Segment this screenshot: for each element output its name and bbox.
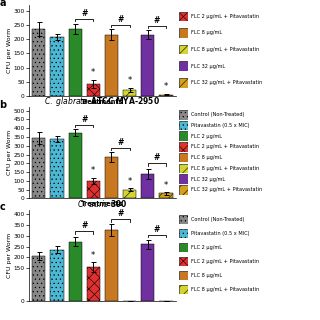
Text: FLC 32 μg/mL: FLC 32 μg/mL (191, 64, 225, 69)
Text: #: # (154, 153, 160, 163)
Text: FLC 8 μg/mL + Pitavastatin: FLC 8 μg/mL + Pitavastatin (191, 47, 259, 52)
Bar (32, 138, 45, 198)
Text: #: # (154, 225, 160, 234)
Title: $\it{C.\ auris}$ 390: $\it{C.\ auris}$ 390 (77, 198, 128, 209)
Text: #: # (117, 210, 124, 219)
Text: FLC 2 μg/mL: FLC 2 μg/mL (191, 134, 222, 139)
Text: #: # (81, 9, 87, 18)
Text: #: # (154, 16, 160, 25)
Bar (68, 132, 82, 198)
Text: FLC 2 μg/mL + Pitavastatin: FLC 2 μg/mL + Pitavastatin (191, 14, 259, 19)
X-axis label: Treatments: Treatments (81, 201, 124, 207)
Text: *: * (91, 251, 95, 260)
Text: *: * (164, 181, 168, 190)
Bar (123, 90, 136, 96)
Text: #: # (117, 138, 124, 147)
Bar (141, 35, 154, 96)
Text: FLC 8 μg/mL + Pitavastatin: FLC 8 μg/mL + Pitavastatin (191, 287, 259, 292)
Bar (51, 37, 63, 96)
Bar (159, 194, 172, 198)
Bar (105, 157, 118, 198)
Text: Control (Non-Treated): Control (Non-Treated) (191, 217, 244, 222)
Text: FLC 2 μg/mL + Pitavastatin: FLC 2 μg/mL + Pitavastatin (191, 144, 259, 149)
Y-axis label: CFU per Worm: CFU per Worm (7, 233, 12, 278)
Bar (105, 230, 118, 301)
Text: *: * (128, 76, 132, 85)
Bar (87, 181, 100, 198)
Bar (51, 250, 63, 301)
Text: FLC 2 μg/mL: FLC 2 μg/mL (191, 245, 222, 250)
Bar (87, 267, 100, 301)
X-axis label: Treatments: Treatments (81, 99, 124, 105)
Y-axis label: CFU per Worm: CFU per Worm (7, 28, 12, 73)
Bar (68, 242, 82, 301)
Text: FLC 8 μg/mL: FLC 8 μg/mL (191, 30, 222, 36)
Bar (32, 29, 45, 96)
Text: FLC 8 μg/mL: FLC 8 μg/mL (191, 273, 222, 278)
Text: #: # (117, 15, 124, 24)
Bar (141, 174, 154, 198)
Text: *: * (128, 177, 132, 186)
Text: FLC 32 μg/mL + Pitavastatin: FLC 32 μg/mL + Pitavastatin (191, 187, 262, 192)
Text: Control (Non-Treated): Control (Non-Treated) (191, 112, 244, 117)
Y-axis label: CFU per Worm: CFU per Worm (7, 130, 12, 175)
Text: FLC 8 μg/mL + Pitavastatin: FLC 8 μg/mL + Pitavastatin (191, 166, 259, 171)
Bar (87, 84, 100, 96)
Text: FLC 32 μg/mL: FLC 32 μg/mL (191, 177, 225, 181)
Text: FLC 8 μg/mL: FLC 8 μg/mL (191, 155, 222, 160)
Text: *: * (91, 166, 95, 175)
Text: Pitavastatin (0.5 x MIC): Pitavastatin (0.5 x MIC) (191, 231, 250, 236)
Text: *: * (91, 68, 95, 77)
Bar (159, 95, 172, 96)
Text: a: a (0, 0, 6, 7)
Bar (32, 256, 45, 301)
Text: Pitavastatin (0.5 x MIC): Pitavastatin (0.5 x MIC) (191, 123, 250, 128)
Bar (123, 190, 136, 198)
Title: $\it{C.\ glabrata}$ ATCC MYA-2950: $\it{C.\ glabrata}$ ATCC MYA-2950 (44, 95, 160, 108)
Bar (141, 244, 154, 301)
Text: FLC 32 μg/mL + Pitavastatin: FLC 32 μg/mL + Pitavastatin (191, 80, 262, 85)
Bar (105, 35, 118, 96)
Text: c: c (0, 202, 5, 212)
Text: b: b (0, 100, 6, 110)
Bar (51, 139, 63, 198)
Text: *: * (164, 83, 168, 92)
Text: #: # (81, 221, 87, 230)
Text: FLC 2 μg/mL + Pitavastatin: FLC 2 μg/mL + Pitavastatin (191, 259, 259, 264)
Text: #: # (81, 115, 87, 124)
Bar (68, 29, 82, 96)
